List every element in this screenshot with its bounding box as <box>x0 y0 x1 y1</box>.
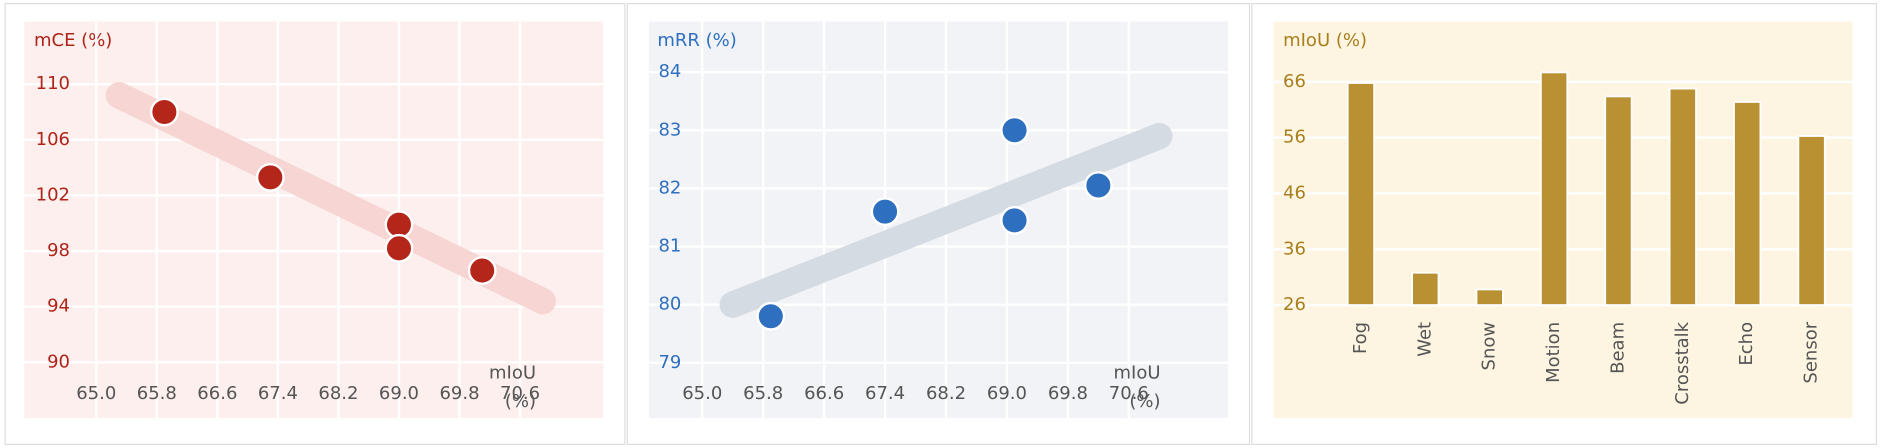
x-axis-title: mIoU (%) <box>488 361 537 412</box>
point <box>870 197 900 227</box>
y-tick-label: 80 <box>658 294 681 315</box>
bar <box>1797 135 1826 306</box>
x-tick-label: Beam <box>1607 322 1628 374</box>
x-tick-label: 65.8 <box>743 383 783 404</box>
x-axis-title: mIoU (%) <box>1113 361 1161 412</box>
x-tick-label: Fog <box>1350 322 1371 354</box>
point <box>255 162 285 192</box>
y-tick-label: 102 <box>36 184 70 205</box>
bar <box>1411 271 1440 306</box>
y-tick-label: 98 <box>47 240 70 261</box>
point <box>384 233 414 263</box>
y-tick-label: 46 <box>1283 182 1306 203</box>
y-tick-label: 66 <box>1283 71 1306 92</box>
x-tick-label: Snow <box>1479 322 1500 371</box>
y-tick-label: 83 <box>658 119 681 140</box>
y-axis-title: mRR (%) <box>657 30 736 51</box>
x-tick-label: Wet <box>1414 322 1435 357</box>
x-tick-label: 65.8 <box>137 383 177 404</box>
x-tick-label: 67.4 <box>865 383 905 404</box>
y-tick-label: 56 <box>1283 127 1306 148</box>
y-tick-label: 110 <box>36 73 70 94</box>
y-tick-label: 106 <box>36 129 70 150</box>
point <box>1083 171 1113 200</box>
y-tick-label: 26 <box>1283 294 1306 315</box>
x-tick-label: 69.8 <box>1048 383 1088 404</box>
point <box>467 256 497 285</box>
y-tick-label: 81 <box>658 236 681 257</box>
x-tick-label: Echo <box>1736 322 1757 366</box>
y-axis-title: mCE (%) <box>34 30 112 51</box>
x-tick-label: Motion <box>1543 322 1564 383</box>
x-tick-label: 67.4 <box>258 383 298 404</box>
x-tick-label: 69.0 <box>379 383 419 404</box>
x-tick-label: 68.2 <box>318 383 358 404</box>
x-tick-label: 68.2 <box>926 383 966 404</box>
bar <box>1475 288 1504 306</box>
bar <box>1539 71 1569 306</box>
x-axis-title-box: mIoU (%) <box>1113 361 1161 412</box>
x-tick-label: 65.0 <box>76 383 116 404</box>
bar <box>1668 87 1697 306</box>
trend-line <box>719 122 1173 318</box>
x-tick-label: 70.6 <box>500 383 540 404</box>
point <box>756 301 786 331</box>
point <box>1000 115 1029 145</box>
x-tick-label: 65.0 <box>682 383 722 404</box>
x-tick-label: 70.6 <box>1109 383 1149 404</box>
x-tick-label: Crosstalk <box>1672 321 1693 404</box>
y-tick-label: 79 <box>658 352 681 373</box>
y-tick-label: 94 <box>47 296 70 317</box>
y-tick-label: 90 <box>47 351 70 372</box>
bar <box>1733 101 1762 306</box>
x-tick-label: Sensor <box>1801 321 1822 383</box>
x-tick-label: 66.6 <box>804 383 844 404</box>
y-tick-label: 82 <box>658 177 681 198</box>
point <box>149 97 179 127</box>
bar <box>1604 95 1633 306</box>
bar <box>1346 82 1376 306</box>
y-tick-label: 84 <box>658 61 681 82</box>
y-tick-label: 36 <box>1283 238 1306 259</box>
point <box>1000 205 1029 235</box>
x-tick-label: 69.8 <box>439 383 479 404</box>
y-axis-title: mIoU (%) <box>1283 30 1367 51</box>
x-axis-title-box: mIoU (%) <box>488 361 537 412</box>
x-tick-label: 69.0 <box>987 383 1027 404</box>
x-tick-label: 66.6 <box>197 383 237 404</box>
